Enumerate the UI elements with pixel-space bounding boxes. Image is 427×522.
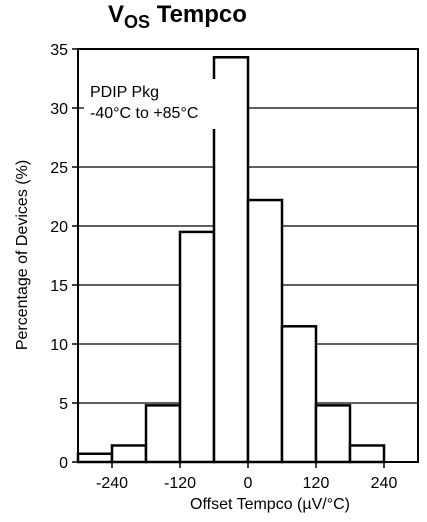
histogram-bar-1	[110, 444, 148, 464]
x-tick-label-120: 120	[303, 475, 330, 492]
histogram-bar-8	[348, 444, 386, 464]
annotation-background	[84, 79, 240, 129]
chart-title-rest: Tempco	[150, 1, 247, 28]
y-tick-label-5: 5	[59, 396, 68, 413]
chart-title-main: V	[108, 1, 125, 28]
histogram-bar-3	[178, 230, 216, 464]
y-tick-label-15: 15	[50, 278, 68, 295]
y-tick-label-35: 35	[50, 42, 68, 59]
histogram-bar-2	[144, 404, 182, 464]
x-axis-label: Offset Tempco (µV/°C)	[190, 496, 350, 513]
y-axis-label: Percentage of Devices (%)	[14, 160, 31, 350]
y-tick-label-30: 30	[50, 101, 68, 118]
x-tick-label-240: 240	[371, 475, 398, 492]
histogram-bar-6	[280, 325, 318, 464]
chart-title-subscript: OS	[124, 12, 151, 32]
x-tick-label--240: -240	[96, 475, 128, 492]
x-tick-label-0: 0	[244, 475, 253, 492]
y-tick-label-10: 10	[50, 337, 68, 354]
annotation-line-0: PDIP Pkg	[90, 84, 159, 101]
bars-layer	[76, 56, 386, 464]
ticks-layer: 0 5 10 15 20 25 30 35 -240 -120 0 120 240	[50, 42, 397, 492]
histogram-bar-5	[246, 198, 284, 464]
y-tick-label-20: 20	[50, 219, 68, 236]
y-tick-label-0: 0	[59, 455, 68, 472]
histogram-bar-7	[314, 404, 352, 464]
x-tick-label--120: -120	[164, 475, 196, 492]
histogram-bar-0	[76, 452, 114, 464]
annotation-layer: PDIP Pkg -40°C to +85°C	[84, 79, 240, 129]
y-tick-label-25: 25	[50, 160, 68, 177]
chart-title: VOS Tempco	[108, 0, 247, 32]
annotation-line-1: -40°C to +85°C	[90, 105, 198, 122]
